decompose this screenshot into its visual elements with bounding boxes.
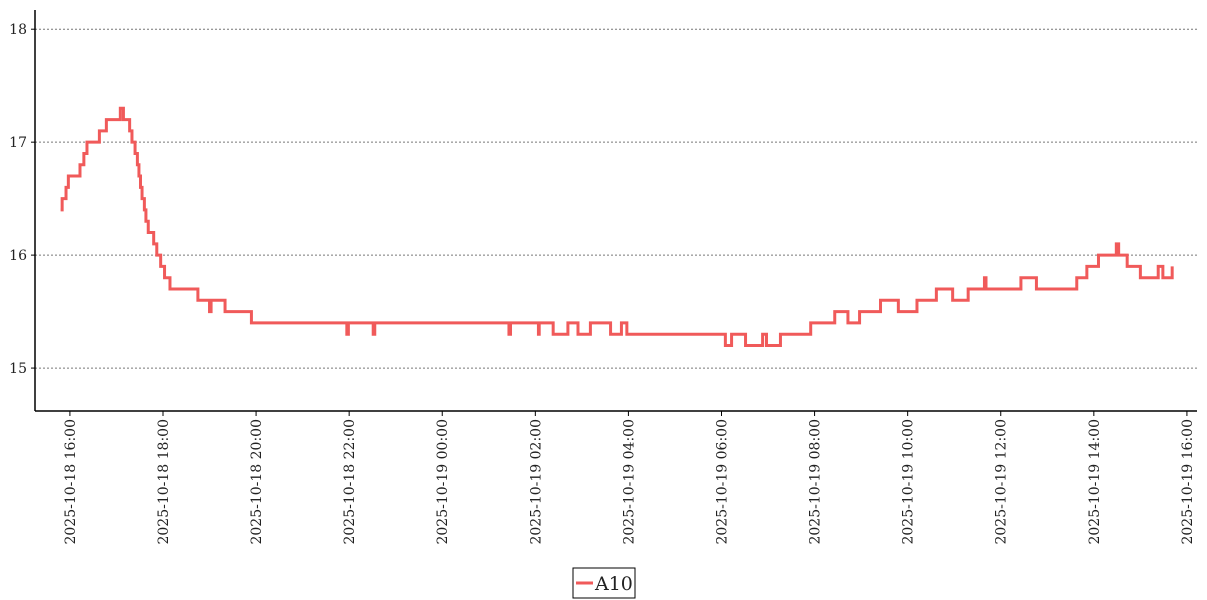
x-tick-label: 2025-10-19 14:00 bbox=[1087, 419, 1103, 545]
x-tick-label: 2025-10-18 20:00 bbox=[249, 419, 265, 545]
x-tick-label: 2025-10-18 18:00 bbox=[156, 419, 172, 545]
y-tick-label: 16 bbox=[9, 248, 27, 264]
x-tick-label: 2025-10-19 12:00 bbox=[994, 419, 1010, 545]
x-tick-label: 2025-10-19 16:00 bbox=[1180, 419, 1196, 545]
data-line bbox=[60, 106, 1174, 347]
x-tick-label: 2025-10-19 08:00 bbox=[808, 419, 824, 545]
y-tick-label: 18 bbox=[9, 22, 27, 38]
y-tick-label: 15 bbox=[9, 361, 27, 377]
x-tick-label: 2025-10-19 06:00 bbox=[714, 419, 730, 545]
x-tick-label: 2025-10-19 04:00 bbox=[621, 419, 637, 545]
x-tick-label: 2025-10-19 10:00 bbox=[901, 419, 917, 545]
x-tick-label: 2025-10-18 16:00 bbox=[63, 419, 79, 545]
legend-label: A10 bbox=[594, 573, 633, 595]
x-tick-label: 2025-10-19 00:00 bbox=[435, 419, 451, 545]
x-tick-label: 2025-10-19 02:00 bbox=[528, 419, 544, 545]
y-tick-label: 17 bbox=[9, 135, 27, 151]
x-tick-label: 2025-10-18 22:00 bbox=[342, 419, 358, 545]
